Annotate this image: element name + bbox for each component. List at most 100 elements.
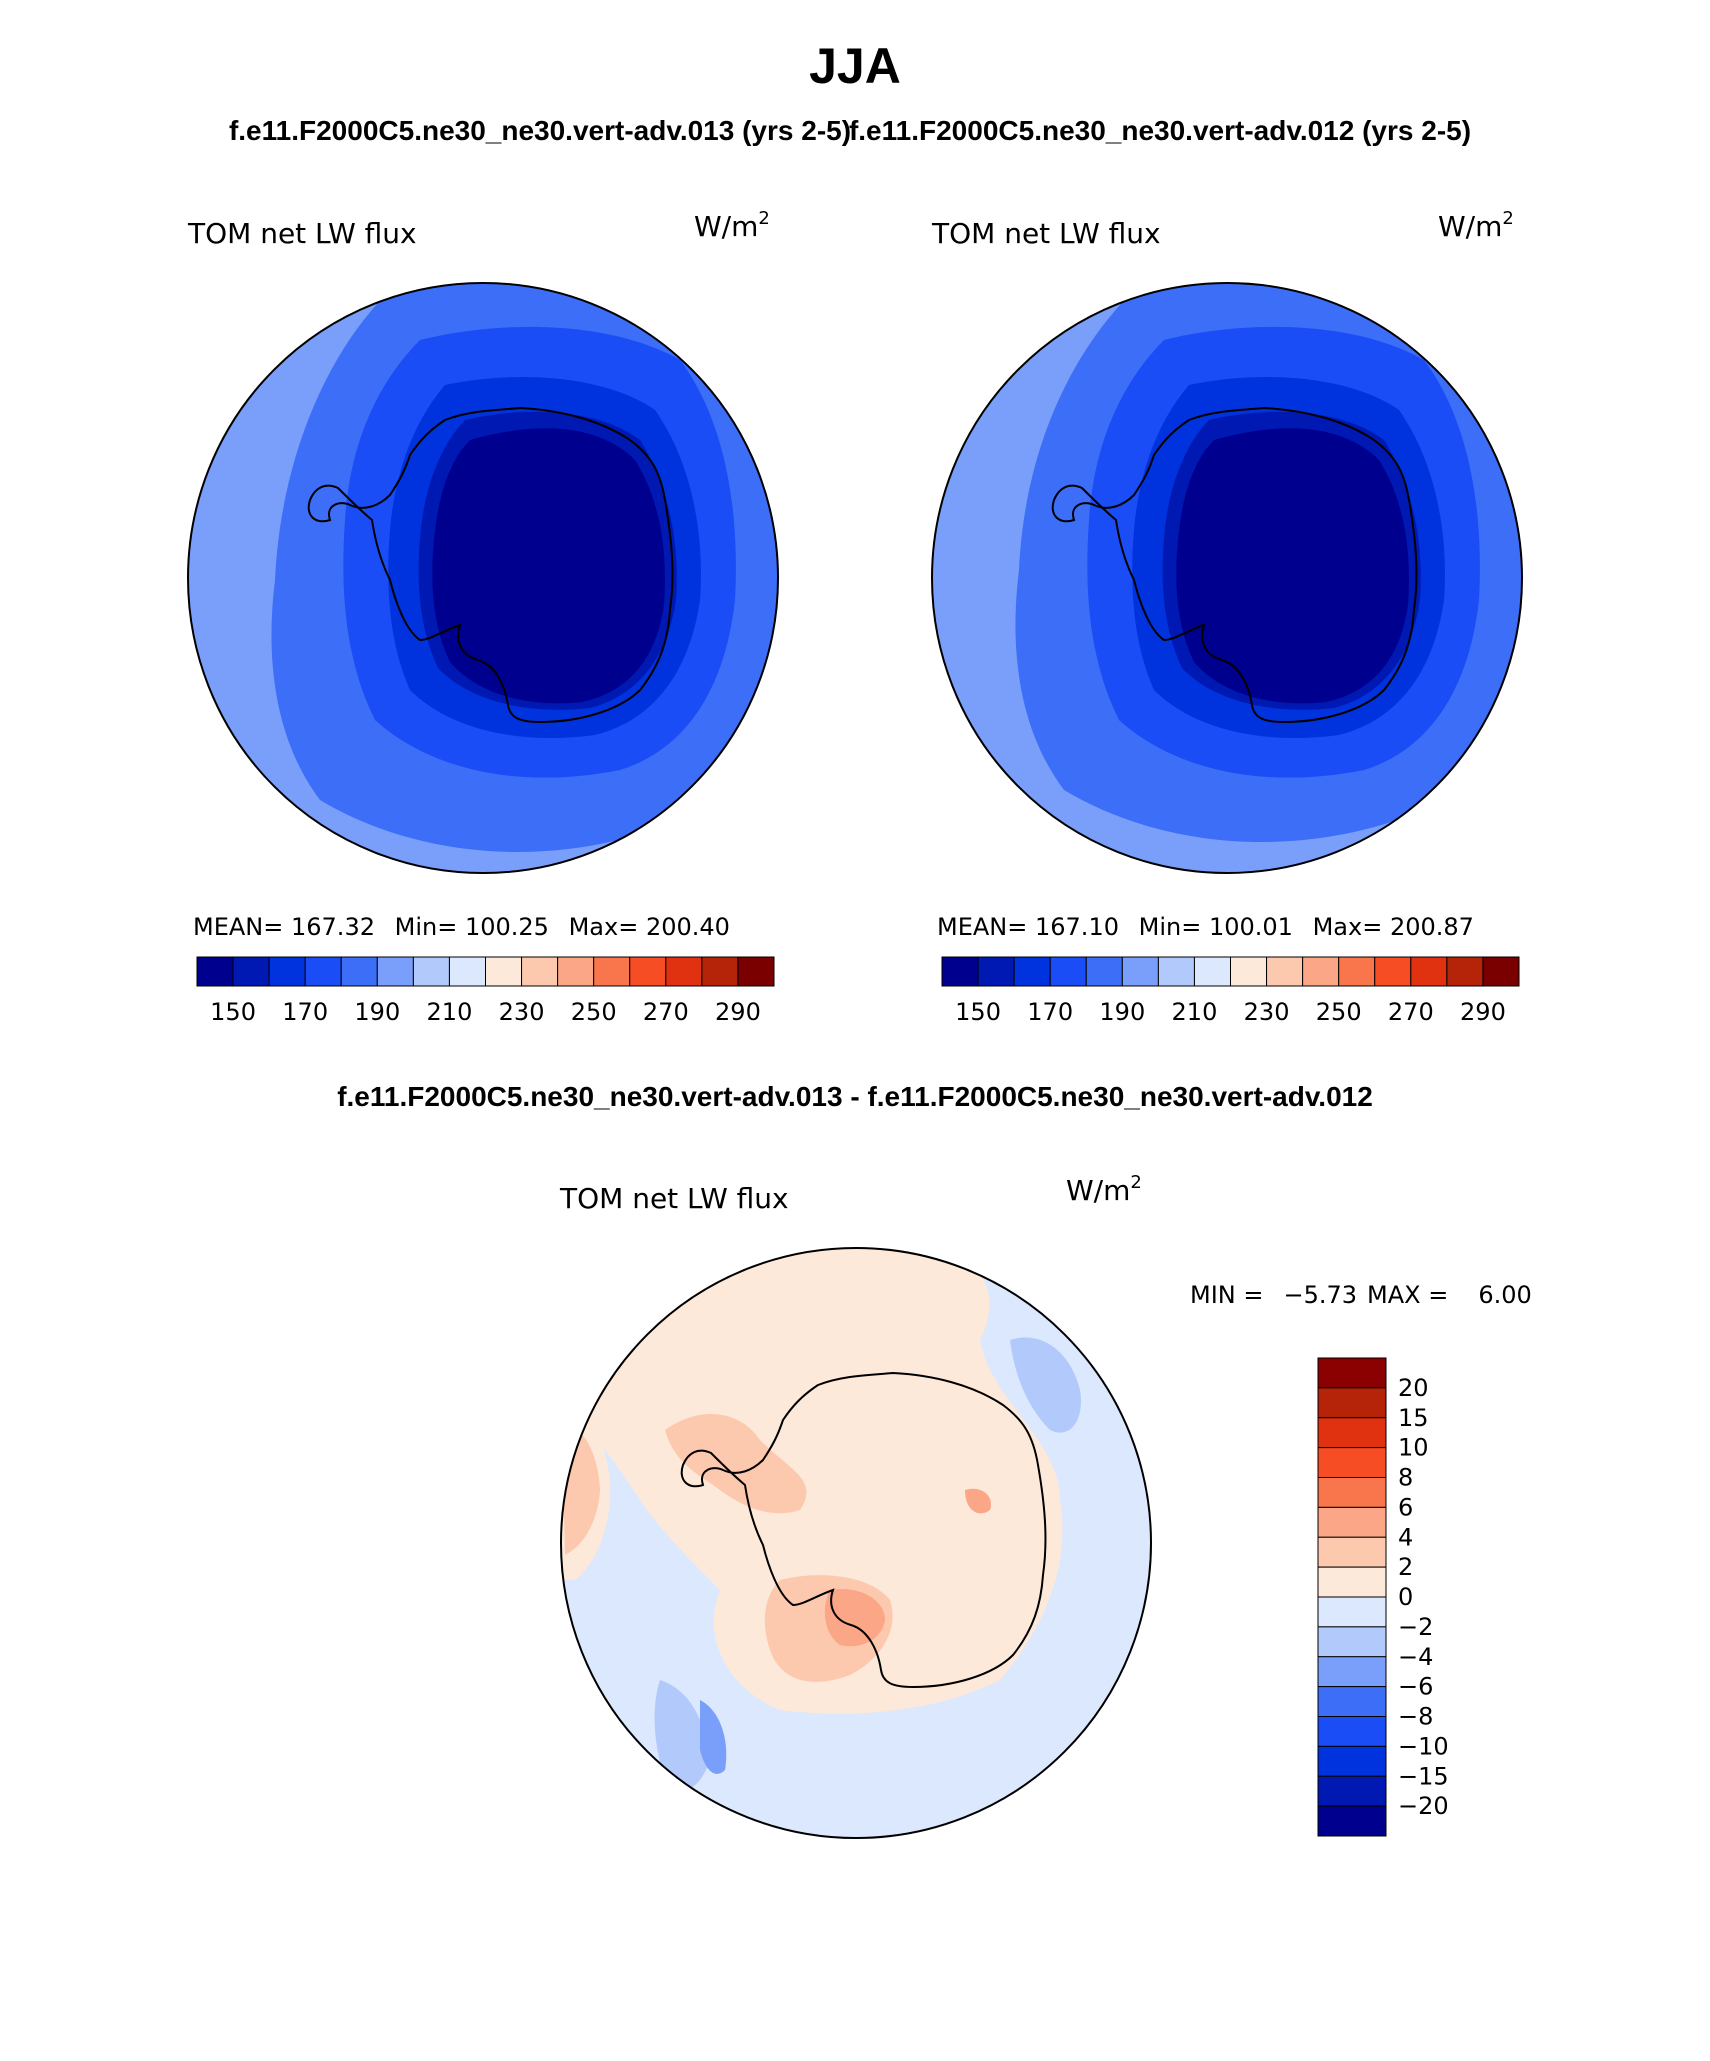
colorbar-diff-swatch-7 [1317, 1566, 1387, 1598]
colorbar-right-swatch-15 [1482, 956, 1520, 987]
colorbar-left-swatch-1 [232, 956, 270, 987]
colorbar-diff-tick-3: 8 [1398, 1464, 1413, 1492]
colorbar-right-tick-2: 190 [1099, 998, 1145, 1026]
colorbar-diff-tick-0: 20 [1398, 1374, 1429, 1402]
diff-pos-6-east [965, 1488, 991, 1514]
colorbar-left-swatch-3 [304, 956, 342, 987]
colorbar-diff-swatch-1 [1317, 1387, 1387, 1419]
colorbar-right-swatch-8 [1230, 956, 1268, 987]
colorbar-left-ticks: 150 170 190 210 230 250 270 290 [210, 998, 761, 1026]
colorbar-right-swatch-10 [1302, 956, 1340, 987]
colorbar-diff-tick-12: −10 [1398, 1732, 1449, 1760]
panel-diff: TOM net LW flux W/m2 MIN = −5.73 MAX = 6.00… [559, 1172, 1532, 1839]
colorbar-left-swatch-11 [593, 956, 631, 987]
colorbar-right [941, 956, 1520, 987]
colorbar-right-swatch-6 [1157, 956, 1195, 987]
colorbar-left-swatch-8 [485, 956, 523, 987]
colorbar-right-tick-1: 170 [1027, 998, 1073, 1026]
panel-diff-stats: MIN = −5.73 MAX = 6.00 [1190, 1281, 1532, 1309]
colorbar-diff-swatch-14 [1317, 1775, 1387, 1807]
panel-left-title: TOM net LW flux [187, 217, 417, 250]
colorbar-diff-swatch-11 [1317, 1686, 1387, 1717]
colorbar-diff-swatch-12 [1317, 1716, 1387, 1747]
colorbar-right-tick-7: 290 [1460, 998, 1506, 1026]
colorbar-left-swatch-13 [665, 956, 703, 987]
diff-positive-region [570, 1248, 1063, 1714]
map-diff-border [560, 1247, 1152, 1839]
subtitle-left: f.e11.F2000C5.ne30_ne30.vert-adv.013 (yr… [229, 115, 851, 146]
colorbar-diff-tick-13: −15 [1398, 1762, 1449, 1790]
colorbar-diff-swatch-4 [1317, 1477, 1387, 1508]
panel-right-stats: MEAN= 167.10 Min= 100.01 Max= 200.87 [937, 913, 1474, 941]
diff-subtitle: f.e11.F2000C5.ne30_ne30.vert-adv.013 - f… [337, 1081, 1373, 1112]
colorbar-left-swatch-12 [629, 956, 667, 987]
colorbar-right-tick-6: 270 [1388, 998, 1434, 1026]
colorbar-left-tick-1: 170 [282, 998, 328, 1026]
colorbar-left-swatch-15 [737, 956, 775, 987]
colorbar-right-swatch-2 [1013, 956, 1051, 987]
colorbar-right-swatch-0 [941, 956, 979, 987]
panel-left-units: W/m2 [694, 208, 770, 243]
colorbar-diff-tick-14: −20 [1398, 1792, 1449, 1820]
colorbar-right-swatch-13 [1410, 956, 1448, 987]
panel-diff-title: TOM net LW flux [559, 1182, 789, 1215]
colorbar-left-swatch-7 [448, 956, 486, 987]
colorbar-right-tick-5: 250 [1316, 998, 1362, 1026]
panel-left-stats: MEAN= 167.32 Min= 100.25 Max= 200.40 [193, 913, 730, 941]
colorbar-diff-swatch-6 [1317, 1536, 1387, 1568]
colorbar-diff [1317, 1357, 1387, 1837]
colorbar-left-tick-5: 250 [571, 998, 617, 1026]
colorbar-right-swatch-5 [1121, 956, 1159, 987]
colorbar-left-swatch-5 [376, 956, 414, 987]
map-left-border [187, 282, 779, 874]
colorbar-diff-tick-9: −4 [1398, 1643, 1433, 1671]
colorbar-left-swatch-10 [557, 956, 595, 987]
panel-left: TOM net LW flux W/m2 MEAN= 167.32 Min= 1… [187, 208, 779, 1026]
colorbar-left-tick-4: 230 [499, 998, 545, 1026]
panel-right-title: TOM net LW flux [931, 217, 1161, 250]
colorbar-diff-swatch-8 [1317, 1596, 1387, 1628]
colorbar-left-tick-3: 210 [427, 998, 473, 1026]
diff-neg-4-east [1010, 1337, 1081, 1433]
antarctica-outline-right [1051, 406, 1418, 724]
colorbar-right-swatch-3 [1049, 956, 1087, 987]
colorbar-diff-tick-11: −8 [1398, 1703, 1433, 1731]
colorbar-left-swatch-14 [701, 956, 739, 987]
colorbar-diff-tick-6: 2 [1398, 1553, 1413, 1581]
colorbar-right-ticks: 150 170 190 210 230 250 270 290 [955, 998, 1506, 1026]
colorbar-left-tick-7: 290 [715, 998, 761, 1026]
colorbar-right-tick-0: 150 [955, 998, 1001, 1026]
colorbar-left-swatch-4 [340, 956, 378, 987]
colorbar-diff-swatch-13 [1317, 1745, 1387, 1777]
colorbar-left-swatch-2 [268, 956, 306, 987]
field-right-level-5 [1176, 428, 1409, 704]
colorbar-left-swatch-6 [412, 956, 450, 987]
colorbar-diff-tick-2: 10 [1398, 1434, 1429, 1462]
colorbar-right-swatch-11 [1338, 956, 1376, 987]
colorbar-left [196, 956, 775, 987]
colorbar-diff-swatch-9 [1317, 1626, 1387, 1658]
colorbar-diff-tick-7: 0 [1398, 1583, 1413, 1611]
colorbar-left-tick-2: 190 [354, 998, 400, 1026]
colorbar-diff-swatch-3 [1317, 1447, 1387, 1478]
panel-right: TOM net LW flux W/m2 MEAN= 167.10 Min= 1… [931, 208, 1523, 1026]
colorbar-diff-swatch-0 [1317, 1357, 1387, 1389]
colorbar-diff-swatch-10 [1317, 1656, 1387, 1688]
panel-diff-units: W/m2 [1066, 1172, 1142, 1207]
antarctica-outline-diff [680, 1371, 1047, 1689]
colorbar-diff-swatch-5 [1317, 1506, 1387, 1538]
colorbar-diff-tick-4: 6 [1398, 1493, 1413, 1521]
colorbar-left-tick-0: 150 [210, 998, 256, 1026]
map-diff [561, 1248, 1151, 1838]
figure-title: JJA [809, 38, 901, 94]
panel-right-units: W/m2 [1438, 208, 1514, 243]
colorbar-diff-tick-10: −6 [1398, 1673, 1433, 1701]
colorbar-left-swatch-9 [521, 956, 559, 987]
diff-pos-6-weddell [824, 1589, 885, 1647]
colorbar-diff-tick-5: 4 [1398, 1523, 1413, 1551]
diff-neg-6-south [700, 1700, 727, 1774]
subtitle-right: f.e11.F2000C5.ne30_ne30.vert-adv.012 (yr… [849, 115, 1471, 146]
colorbar-right-swatch-9 [1266, 956, 1304, 987]
